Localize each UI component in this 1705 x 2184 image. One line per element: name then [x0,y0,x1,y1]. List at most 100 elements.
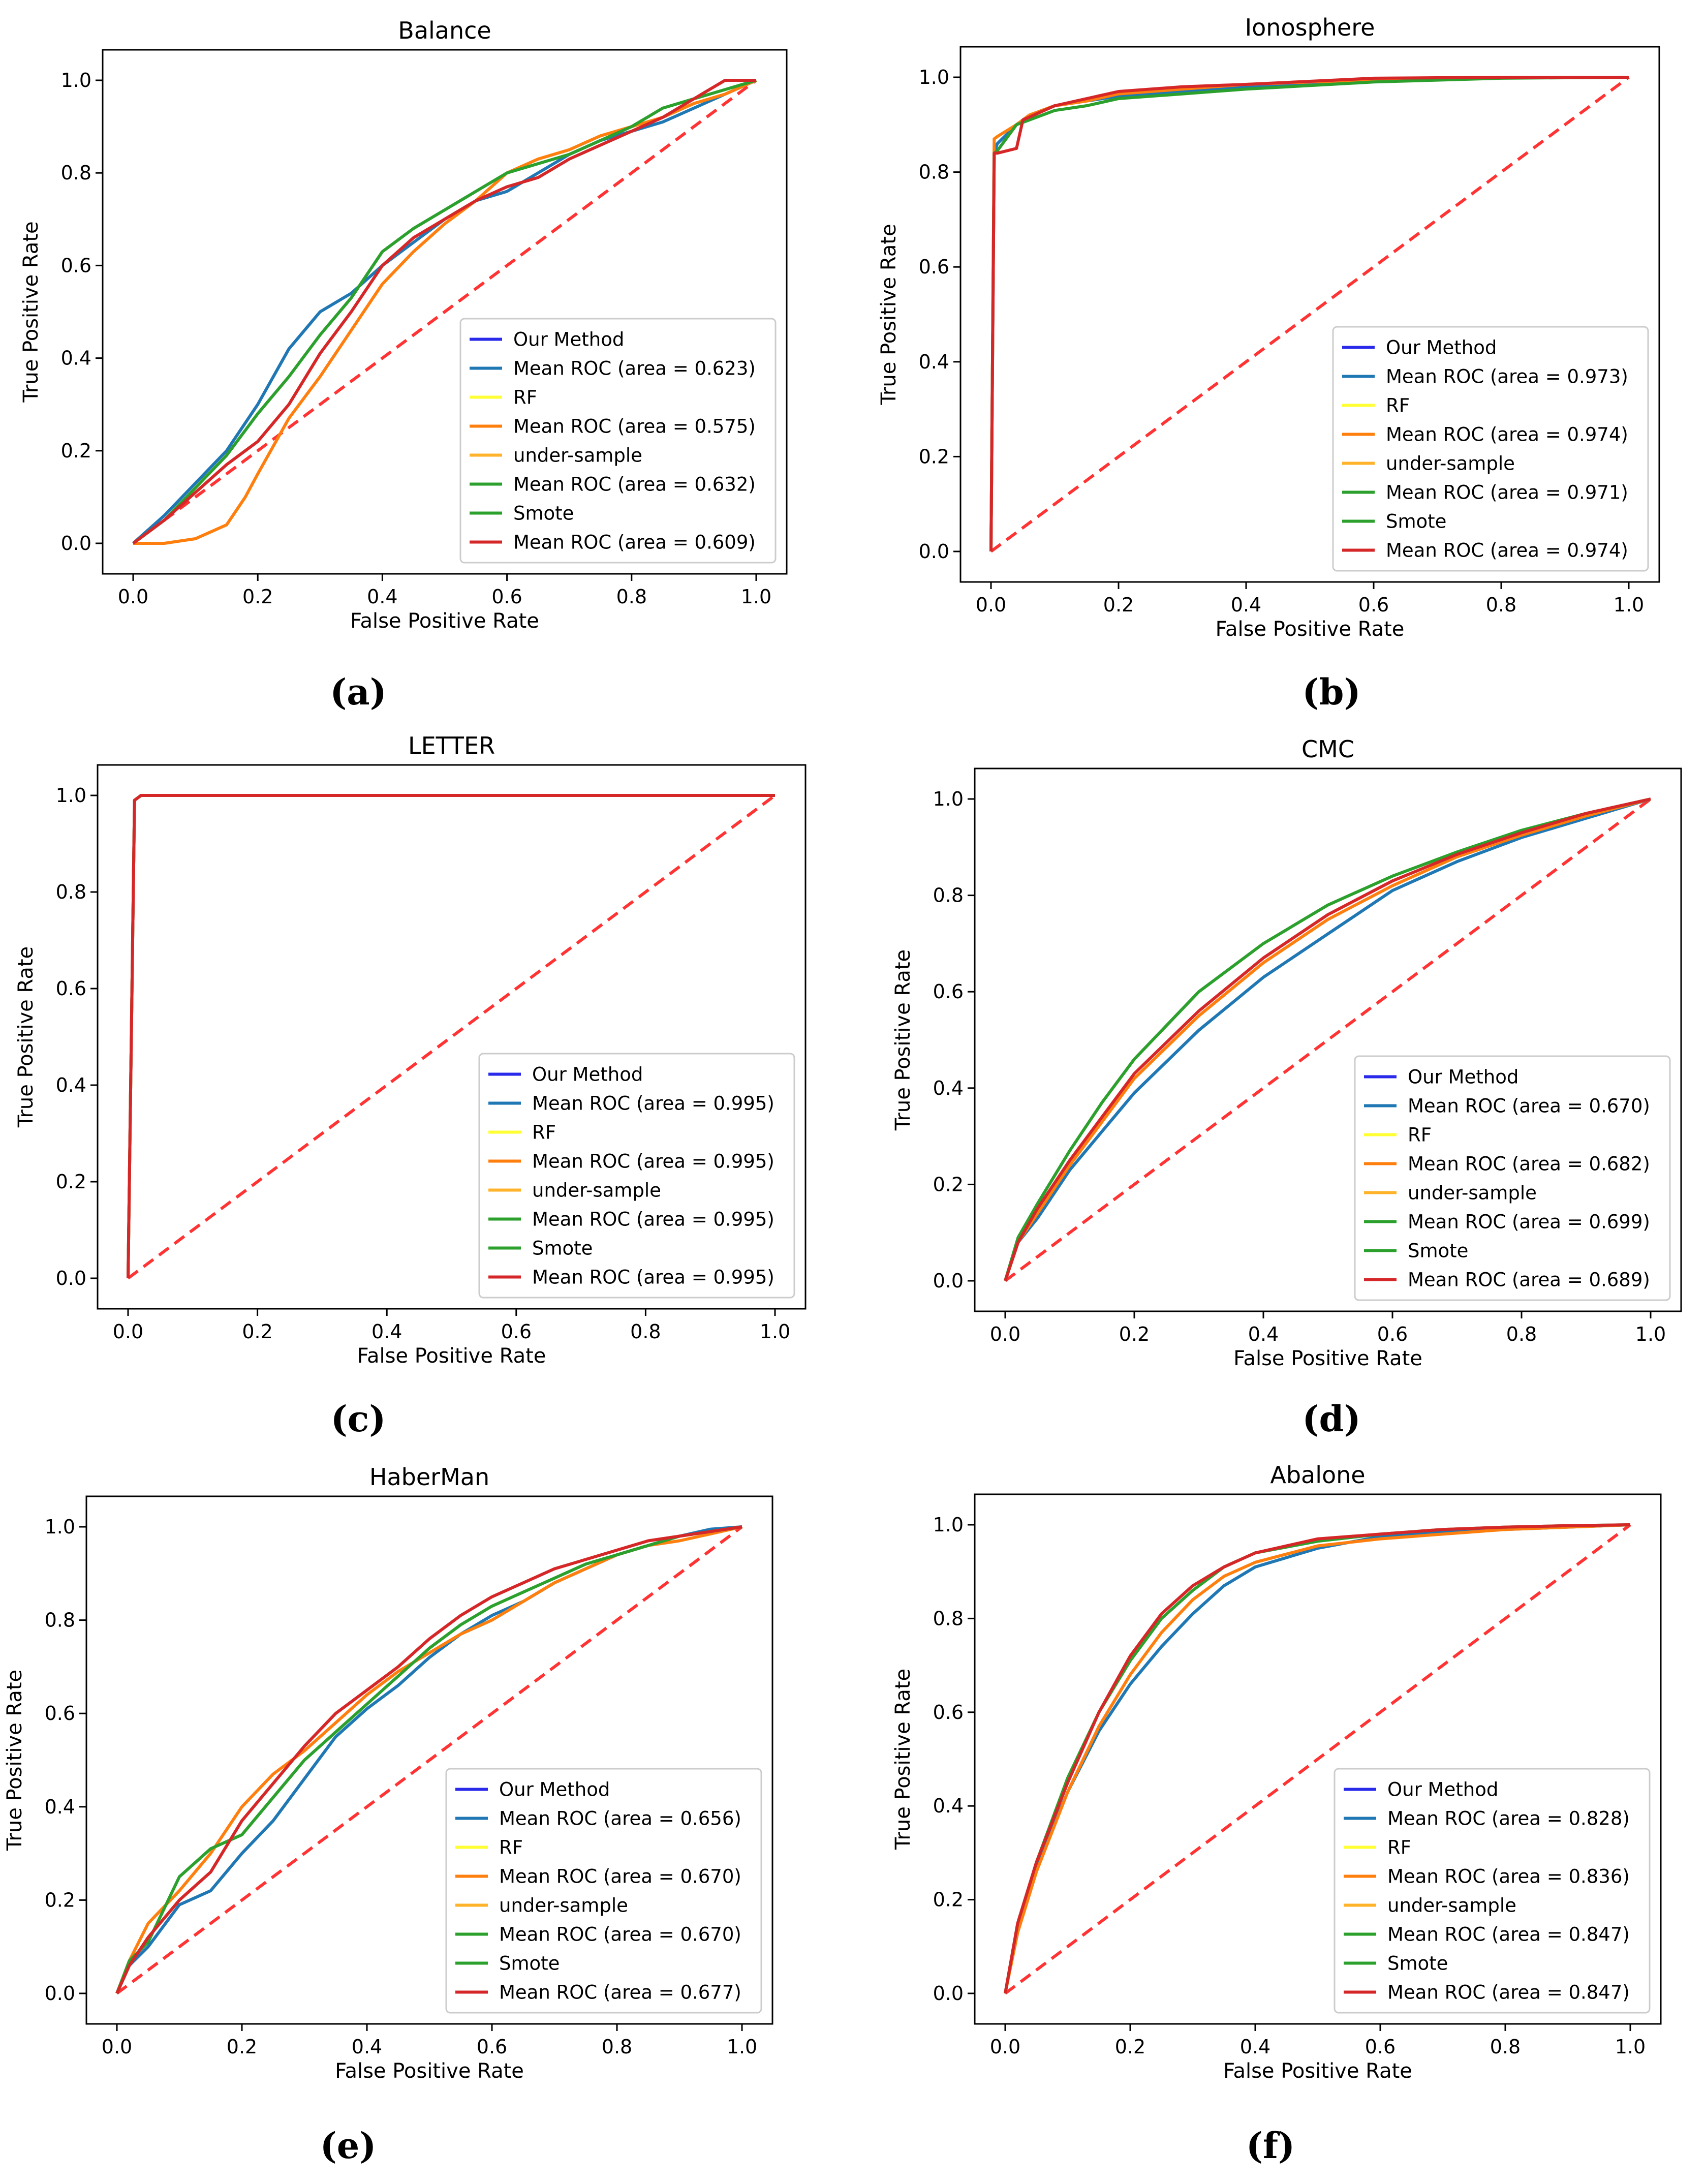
roc-curve-series-1 [1004,797,1651,1281]
x-tick-label: 0.2 [1103,594,1134,616]
y-tick-label: 0.8 [933,1607,964,1629]
legend-entry: Mean ROC (area = 0.974) [1386,540,1628,562]
y-tick-label: 0.8 [56,881,86,903]
roc-chart-letter: LETTER 0.0 0.2 0.4 0.6 0.8 1.0 0.0 0.2 0.4 0.6 0.8 1… [14,732,807,1368]
chart-title: HaberMan [369,1463,489,1491]
legend-entry: RF [532,1122,556,1144]
x-tick-label: 0.0 [976,594,1006,616]
chart-title: CMC [1301,735,1354,763]
legend-entry: under-sample [1408,1182,1537,1204]
roc-curve-series-4 [132,79,756,545]
chart-title: LETTER [408,732,495,759]
legend-entry: Mean ROC (area = 0.847) [1387,1982,1630,2004]
roc-curve-series-4 [127,794,775,1279]
panel-label-b: (b) [1302,671,1361,713]
y-tick-label: 0.4 [56,1074,86,1096]
legend-entry: Smote [532,1238,593,1259]
roc-chart-cmc: CMC 0.0 0.2 0.4 0.6 0.8 1.0 0.0 0.2 0.4 0.6 0.8 1.0 F… [891,735,1682,1370]
roc-curve-series-3 [132,79,757,545]
x-axis-label: False Positive Rate [1233,1347,1422,1370]
x-tick-label: 0.2 [1115,2036,1145,2058]
legend-entry: Smote [1408,1240,1468,1262]
legend-box [1354,1055,1671,1301]
legend-entry: Mean ROC (area = 0.828) [1387,1808,1630,1830]
legend-entry: Mean ROC (area = 0.656) [499,1808,741,1830]
legend-box [459,318,777,564]
y-tick-label: 0.8 [61,162,91,184]
legend-entry: Mean ROC (area = 0.670) [499,1924,741,1946]
legend-entry: under-sample [513,445,642,467]
legend-entry: Mean ROC (area = 0.971) [1386,482,1628,504]
x-axis-label: False Positive Rate [350,609,539,633]
legend-entry: Mean ROC (area = 0.995) [532,1151,774,1173]
x-tick-label: 0.8 [630,1320,661,1343]
x-axis-label: False Positive Rate [335,2059,524,2083]
legend-entry: Mean ROC (area = 0.689) [1408,1269,1650,1291]
legend-entry: Mean ROC (area = 0.670) [1408,1095,1650,1117]
x-tick-label: 0.8 [1486,594,1516,616]
x-axis-label: False Positive Rate [357,1344,546,1368]
panel-label-d: (d) [1302,1398,1361,1440]
chance-diagonal [132,79,757,545]
x-tick-label: 0.4 [367,586,397,608]
x-axis-label: False Positive Rate [1223,2059,1412,2083]
y-axis-label: True Positive Rate [891,1669,915,1850]
chance-diagonal [116,1525,743,1995]
roc-curve-series-2 [133,79,757,545]
legend-entry: RF [1387,1837,1411,1859]
y-tick-label: 0.6 [56,977,86,1000]
y-tick-label: 0.0 [56,1267,86,1289]
x-tick-label: 1.0 [1614,594,1644,616]
y-tick-label: 0.2 [61,440,91,462]
legend-box [1332,326,1649,572]
x-tick-label: 0.2 [1119,1323,1150,1345]
legend-entry: Our Method [532,1064,643,1086]
legend-entry: Our Method [1408,1066,1518,1088]
legend-entry: Mean ROC (area = 0.609) [513,532,756,553]
y-tick-label: 0.4 [919,351,949,373]
x-tick-label: 0.0 [113,1320,143,1343]
x-tick-label: 0.0 [990,2036,1020,2058]
roc-curve-series-2 [1004,797,1651,1281]
y-tick-label: 0.4 [933,1077,964,1099]
y-axis-label: True Positive Rate [877,224,901,405]
legend-entry: Smote [513,503,574,525]
roc-curve-series-4 [1004,1523,1631,1994]
x-tick-label: 1.0 [727,2036,757,2058]
roc-curve-series-4 [1004,797,1651,1281]
x-tick-label: 0.4 [1248,1323,1279,1345]
legend-entry: Mean ROC (area = 0.995) [532,1093,774,1115]
y-tick-label: 0.2 [933,1173,964,1195]
x-tick-label: 0.2 [242,586,273,608]
x-tick-label: 0.0 [990,1323,1020,1345]
x-tick-label: 0.0 [102,2036,132,2058]
legend-entry: RF [499,1837,523,1859]
y-tick-label: 0.6 [933,1701,964,1724]
legend-entry: under-sample [499,1895,628,1917]
roc-chart-ionosphere: Ionosphere 0.0 0.2 0.4 0.6 0.8 1.0 0.0 0.2 0.4 0.6… [877,14,1660,641]
x-tick-label: 0.2 [227,2036,257,2058]
x-tick-label: 0.8 [616,586,647,608]
legend-entry: RF [513,387,537,409]
y-tick-label: 0.8 [45,1609,75,1632]
legend-entry: under-sample [532,1180,661,1202]
legend-entry: Smote [1387,1953,1448,1975]
y-axis-label: True Positive Rate [891,949,915,1131]
x-tick-label: 0.6 [1365,2036,1396,2058]
x-tick-label: 1.0 [1635,1323,1666,1345]
legend-entry: under-sample [1387,1895,1516,1917]
legend-box [445,1768,762,2014]
x-tick-label: 0.6 [1358,594,1389,616]
y-axis-label: True Positive Rate [14,946,38,1128]
legend-entry: Mean ROC (area = 0.699) [1408,1211,1650,1233]
legend-entry: Smote [499,1953,560,1975]
legend-entry: Our Method [1387,1779,1498,1801]
x-tick-label: 0.2 [242,1320,272,1343]
roc-curve-series-3 [115,1525,742,1994]
roc-chart-haberman: HaberMan 0.0 0.2 0.4 0.6 0.8 1.0 0.0 0.2 0.4 0.6 0.… [3,1463,773,2083]
panel-label-c: (c) [330,1398,386,1440]
y-tick-label: 0.0 [933,1982,964,2005]
legend-entry: Our Method [1386,337,1497,359]
legend-entry: Mean ROC (area = 0.995) [532,1267,774,1288]
